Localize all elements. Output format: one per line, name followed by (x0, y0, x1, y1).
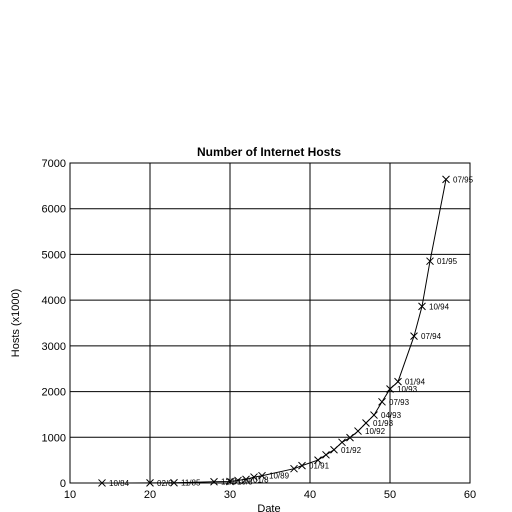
data-point-marker (314, 456, 322, 464)
data-point-marker (370, 411, 378, 419)
point-label: 10/94 (429, 302, 450, 311)
point-label: 10/89 (269, 472, 290, 481)
data-point-marker (442, 175, 450, 184)
data-point-marker (346, 433, 354, 442)
point-label: 07/95 (453, 175, 474, 184)
point-label: 12/8 (221, 478, 237, 487)
point-label: 10/84 (109, 479, 130, 488)
point-label: 01/95 (437, 257, 458, 266)
y-tick-labels: 0 1000 2000 3000 4000 5000 6000 7000 (42, 158, 66, 490)
y-tick-label: 3000 (42, 341, 66, 353)
data-point-marker (146, 479, 154, 487)
point-label: 10/93 (397, 385, 418, 394)
y-tick-label: 0 (60, 478, 66, 490)
point-label: 01/8 (253, 475, 269, 484)
point-label: 10/92 (365, 427, 386, 436)
data-point-marker (298, 461, 306, 470)
data-point-marker (290, 464, 298, 473)
y-tick-label: 5000 (42, 249, 66, 261)
point-label: 10/8 (237, 477, 253, 486)
data-point-marker (354, 427, 362, 435)
data-point-marker (418, 302, 426, 311)
data-point-marker (386, 385, 394, 393)
point-label: 01/91 (309, 462, 330, 471)
y-axis-label: Hosts (x1000) (10, 289, 22, 357)
x-axis-label: Date (257, 503, 280, 512)
data-point-marker (338, 438, 346, 447)
chart-title: Number of Internet Hosts (197, 145, 341, 159)
data-point-marker (258, 471, 266, 480)
data-point-marker (242, 475, 250, 484)
data-point-marker (378, 397, 386, 406)
point-labels: 10/84 02/8 11/85 12/8 10/8 01/8 10/89 01/91 01/9… (109, 175, 474, 488)
grid (69, 162, 471, 484)
y-tick-label: 7000 (42, 158, 66, 170)
point-label: 02/8 (157, 479, 173, 488)
plot-frame (69, 162, 471, 484)
point-label: 01/93 (373, 419, 394, 428)
x-tick-label: 30 (224, 489, 236, 501)
data-point-marker (330, 445, 338, 454)
data-point-marker (234, 476, 242, 485)
data-point-marker (394, 377, 402, 386)
point-label: 01/94 (405, 378, 426, 387)
y-tick-label: 1000 (42, 432, 66, 444)
point-label: 01/92 (341, 446, 362, 455)
data-point-marker (362, 419, 370, 427)
point-label: 07/94 (421, 332, 442, 341)
data-point-marker (226, 477, 234, 486)
data-point-marker (410, 332, 418, 341)
y-tick-label: 4000 (42, 295, 66, 307)
y-tick-label: 2000 (42, 387, 66, 399)
data-point-marker (98, 479, 106, 487)
point-label: 11/85 (181, 479, 201, 488)
point-label: 04/93 (381, 411, 402, 420)
x-tick-label: 20 (144, 489, 156, 501)
markers (98, 175, 450, 487)
data-point-marker (250, 473, 258, 481)
x-tick-label: 10 (64, 489, 76, 501)
x-tick-labels: 10 20 30 40 50 60 (64, 489, 476, 501)
data-point-marker (170, 478, 178, 487)
point-label: 07/93 (389, 398, 410, 407)
x-tick-label: 50 (384, 489, 396, 501)
y-tick-label: 6000 (42, 204, 66, 216)
data-point-marker (426, 257, 434, 266)
x-tick-label: 40 (304, 489, 316, 501)
data-point-marker (210, 477, 218, 486)
x-tick-label: 60 (464, 489, 476, 501)
data-point-marker (322, 450, 330, 459)
